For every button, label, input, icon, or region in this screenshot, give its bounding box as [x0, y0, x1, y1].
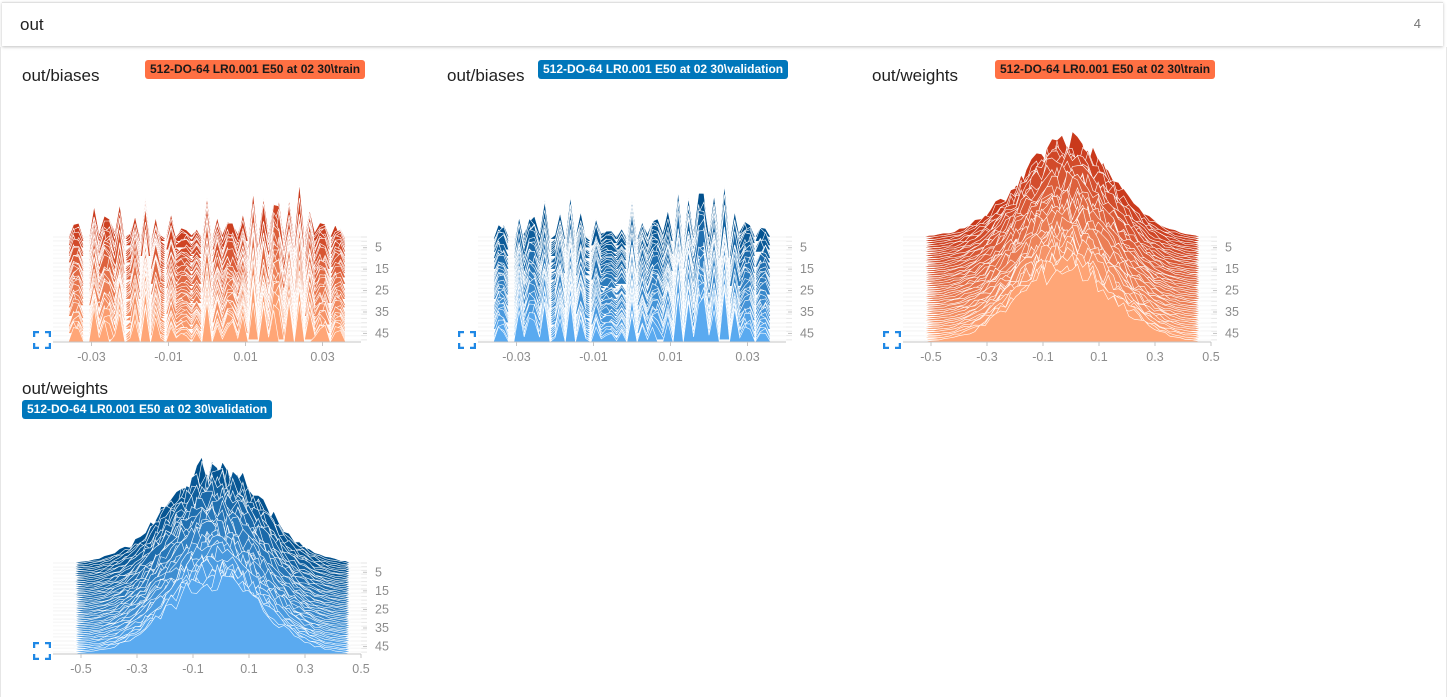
step-tick-label: 5 — [375, 241, 382, 255]
step-axis: 5 15 25 35 45 — [363, 241, 389, 340]
step-axis: 5 15 25 35 45 — [363, 565, 389, 654]
histogram-layers — [477, 185, 787, 343]
x-tick-label: -0.03 — [502, 350, 531, 364]
histogram-card: out/weights 512-DO-64 LR0.001 E50 at 02 … — [1, 368, 401, 678]
tag-count: 4 — [1413, 16, 1421, 31]
histogram-layers — [52, 183, 362, 343]
histogram-card: out/biases 512-DO-64 LR0.001 E50 at 02 3… — [426, 47, 826, 364]
step-tick-label: 45 — [800, 326, 814, 340]
histogram-slice — [903, 263, 1211, 343]
x-tick-label: 0.3 — [1146, 350, 1163, 364]
tag-group-title: out — [20, 15, 44, 34]
step-tick-label: 5 — [375, 565, 382, 579]
x-tick-label: 0.03 — [310, 350, 334, 364]
histogram-chart: -0.5 -0.3 -0.1 0.1 0.3 0.5 5 15 25 35 45 — [902, 130, 1239, 364]
fullscreen-icon[interactable] — [882, 330, 902, 350]
card-title: out/weights — [22, 379, 108, 398]
histogram-card: out/weights 512-DO-64 LR0.001 E50 at 02 … — [851, 47, 1251, 364]
run-tag: 512-DO-64 LR0.001 E50 at 02 30\train — [995, 60, 1216, 79]
step-axis: 5 15 25 35 45 — [1213, 241, 1239, 340]
x-tick-label: -0.5 — [70, 662, 92, 676]
x-tick-label: -0.5 — [920, 350, 942, 364]
step-tick-label: 15 — [800, 262, 814, 276]
histogram-slice — [53, 301, 361, 343]
step-tick-label: 45 — [375, 640, 389, 654]
step-tick-label: 15 — [375, 262, 389, 276]
histogram-layers — [902, 130, 1212, 343]
x-axis: -0.03 -0.01 0.01 0.03 — [478, 341, 786, 364]
histogram-layers — [52, 456, 362, 655]
histogram-slice — [53, 575, 361, 655]
step-tick-label: 35 — [800, 305, 814, 319]
x-tick-label: 0.01 — [233, 350, 257, 364]
step-tick-label: 15 — [375, 584, 389, 598]
x-tick-label: 0.5 — [352, 662, 369, 676]
x-axis: -0.03 -0.01 0.01 0.03 — [53, 341, 361, 364]
x-tick-label: 0.3 — [296, 662, 313, 676]
x-tick-label: 0.03 — [735, 350, 759, 364]
step-tick-label: 5 — [800, 241, 807, 255]
x-tick-label: -0.01 — [579, 350, 608, 364]
step-tick-label: 25 — [800, 284, 814, 298]
fullscreen-icon[interactable] — [457, 330, 477, 350]
step-tick-label: 35 — [375, 305, 389, 319]
x-tick-label: -0.03 — [77, 350, 106, 364]
x-tick-label: -0.1 — [182, 662, 204, 676]
histogram-card: out/biases 512-DO-64 LR0.001 E50 at 02 3… — [1, 47, 401, 364]
step-tick-label: 35 — [1225, 305, 1239, 319]
step-tick-label: 25 — [375, 602, 389, 616]
histogram-chart: -0.03 -0.01 0.01 0.03 5 15 25 35 45 — [52, 183, 389, 364]
x-tick-label: 0.01 — [658, 350, 682, 364]
x-axis: -0.5 -0.3 -0.1 0.1 0.3 0.5 — [903, 341, 1220, 364]
step-tick-label: 25 — [375, 284, 389, 298]
card-title: out/biases — [447, 66, 525, 85]
tag-group-header: out 4 — [2, 2, 1443, 46]
x-tick-label: 0.1 — [1090, 350, 1107, 364]
step-tick-label: 45 — [1225, 326, 1239, 340]
histogram-chart: -0.5 -0.3 -0.1 0.1 0.3 0.5 5 15 25 35 45 — [52, 456, 389, 676]
x-tick-label: -0.3 — [976, 350, 998, 364]
x-tick-label: 0.5 — [1202, 350, 1219, 364]
histogram-chart: -0.03 -0.01 0.01 0.03 5 15 25 35 45 — [477, 185, 814, 364]
x-tick-label: -0.3 — [126, 662, 148, 676]
step-tick-label: 35 — [375, 621, 389, 635]
run-tag: 512-DO-64 LR0.001 E50 at 02 30\validatio… — [22, 400, 273, 419]
histogram-cards-container: out/biases 512-DO-64 LR0.001 E50 at 02 3… — [0, 47, 1447, 697]
fullscreen-icon[interactable] — [32, 641, 52, 661]
x-axis: -0.5 -0.3 -0.1 0.1 0.3 0.5 — [53, 653, 370, 676]
step-tick-label: 45 — [375, 326, 389, 340]
step-tick-label: 5 — [1225, 241, 1232, 255]
step-tick-label: 15 — [1225, 262, 1239, 276]
card-title: out/weights — [872, 66, 958, 85]
x-tick-label: -0.01 — [154, 350, 183, 364]
card-title: out/biases — [22, 66, 100, 85]
fullscreen-icon[interactable] — [32, 330, 52, 350]
histogram-slice — [478, 294, 786, 343]
x-tick-label: -0.1 — [1032, 350, 1054, 364]
run-tag: 512-DO-64 LR0.001 E50 at 02 30\validatio… — [538, 60, 789, 79]
step-tick-label: 25 — [1225, 284, 1239, 298]
step-axis: 5 15 25 35 45 — [788, 241, 814, 340]
x-tick-label: 0.1 — [240, 662, 257, 676]
run-tag: 512-DO-64 LR0.001 E50 at 02 30\train — [145, 60, 366, 79]
